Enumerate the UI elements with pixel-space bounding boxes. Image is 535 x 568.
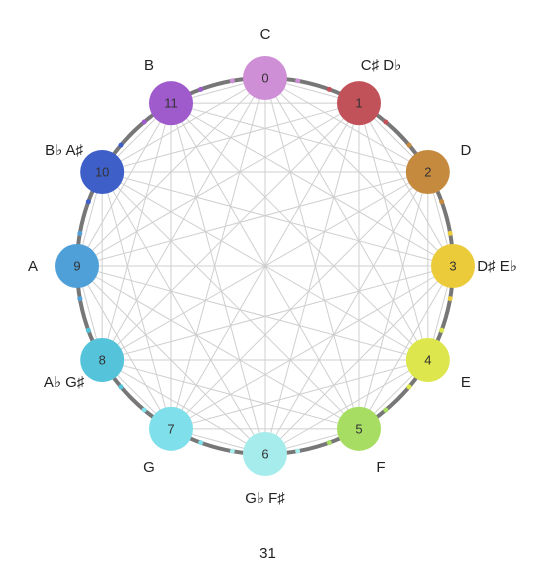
chord-line-6-10 — [101, 171, 266, 455]
note-labels: C C♯ D♭ D D♯ E♭ E F G♭ F♯ G A♭ G♯ A B♭ A♯ B — [28, 26, 517, 507]
rim-dots — [77, 78, 453, 454]
rim-dot — [229, 78, 235, 84]
note-label-4: E — [461, 374, 471, 391]
chord-line-1-8 — [101, 102, 360, 361]
rim-dot — [406, 142, 412, 148]
pitch-node-number: 1 — [355, 96, 362, 111]
rim-dot — [439, 327, 445, 333]
pitch-node-number: 7 — [167, 421, 174, 436]
pitch-node-1: 1 — [337, 81, 381, 126]
rim-dot — [198, 86, 204, 92]
pitch-node-5: 5 — [337, 406, 381, 451]
chord-line-0-7 — [170, 77, 266, 429]
pitch-node-8: 8 — [80, 338, 125, 382]
note-label-6: G♭ F♯ — [245, 490, 285, 507]
rim-dot — [295, 78, 301, 84]
rim-dot — [383, 407, 389, 413]
chord-line-1-6 — [264, 103, 360, 455]
pitch-node-circle — [80, 150, 125, 194]
rim-dot — [77, 296, 83, 302]
pitch-node-0: 0 — [243, 56, 287, 100]
pitch-node-9: 9 — [55, 244, 99, 288]
pitch-node-11: 11 — [149, 81, 193, 126]
chord-line-7-10 — [101, 171, 172, 429]
chord-line-9-11 — [76, 102, 172, 267]
pitch-nodes: 0 1 2 3 4 5 6 7 8 9 10 11 — [55, 56, 475, 476]
rim-dot — [439, 199, 445, 205]
pitch-node-3: 3 — [431, 244, 475, 288]
pitch-node-circle — [243, 432, 287, 476]
pitch-node-circle — [149, 81, 193, 126]
chord-line-2-9 — [76, 171, 428, 267]
pitch-node-number: 2 — [424, 165, 431, 180]
chord-line-7-9 — [76, 265, 172, 430]
rim-dot — [141, 119, 147, 125]
note-label-0: C — [260, 26, 271, 43]
note-label-8: A♭ G♯ — [44, 374, 85, 391]
pitch-node-10: 10 — [80, 150, 125, 194]
chord-line-6-8 — [101, 359, 266, 455]
chord-line-4-9 — [76, 265, 428, 361]
pitch-node-number: 9 — [73, 259, 80, 274]
rim-dot — [295, 448, 301, 454]
chord-line-8-11 — [101, 103, 172, 361]
pitch-node-number: 0 — [261, 71, 268, 86]
pitch-node-circle — [80, 338, 125, 382]
pitch-node-circle — [243, 56, 287, 100]
note-label-2: D — [460, 142, 471, 159]
chord-line-0-5 — [264, 77, 360, 429]
pitch-node-6: 6 — [243, 432, 287, 476]
chord-line-3-8 — [102, 265, 454, 361]
chord-line-5-11 — [170, 102, 360, 430]
chord-line-3-10 — [102, 171, 454, 267]
pitch-node-number: 10 — [95, 165, 109, 180]
rim-dot — [326, 86, 332, 92]
pitch-node-4: 4 — [405, 338, 450, 382]
chord-line-5-9 — [76, 265, 360, 430]
pitch-node-number: 11 — [164, 96, 178, 111]
pitch-node-circle — [431, 244, 475, 288]
rim-dot — [77, 230, 83, 236]
rim-dot — [383, 119, 389, 125]
chord-line-6-11 — [170, 103, 266, 455]
rim-dot — [118, 384, 124, 390]
rim-dot — [141, 407, 147, 413]
note-label-1: C♯ D♭ — [361, 57, 401, 74]
pitch-node-7: 7 — [149, 406, 193, 451]
note-label-3: D♯ E♭ — [477, 258, 517, 275]
chord-line-2-11 — [170, 102, 428, 173]
chord-line-3-11 — [170, 102, 454, 267]
pitch-node-circle — [337, 81, 381, 126]
rim-dot — [198, 440, 204, 446]
page-number: 31 — [259, 545, 276, 562]
chord-line-2-7 — [170, 171, 429, 430]
pitch-node-circle — [337, 406, 381, 451]
pitch-node-2: 2 — [405, 150, 450, 194]
chord-line-5-10 — [101, 171, 360, 430]
pitch-node-number: 5 — [355, 421, 362, 436]
pitch-node-circle — [405, 338, 450, 382]
rim-dot — [118, 142, 124, 148]
pitch-node-circle — [55, 244, 99, 288]
rim-dot — [85, 327, 91, 333]
rim-dot — [447, 230, 453, 236]
pitch-node-number: 3 — [449, 259, 456, 274]
note-label-9: A — [28, 258, 38, 275]
rim-dot — [447, 296, 453, 302]
chord-line-4-11 — [170, 102, 429, 361]
pitch-node-number: 4 — [424, 353, 431, 368]
rim-dot — [326, 440, 332, 446]
note-label-11: B — [144, 57, 154, 74]
rim-dot — [229, 448, 235, 454]
rim-dot — [85, 199, 91, 205]
note-label-5: F — [376, 459, 385, 476]
note-label-7: G — [143, 459, 155, 476]
pitch-node-circle — [405, 150, 450, 194]
note-label-10: B♭ A♯ — [45, 142, 83, 159]
pitch-node-number: 6 — [261, 447, 268, 462]
pitch-node-circle — [149, 406, 193, 451]
pitch-node-number: 8 — [99, 353, 106, 368]
rim-dot — [406, 384, 412, 390]
